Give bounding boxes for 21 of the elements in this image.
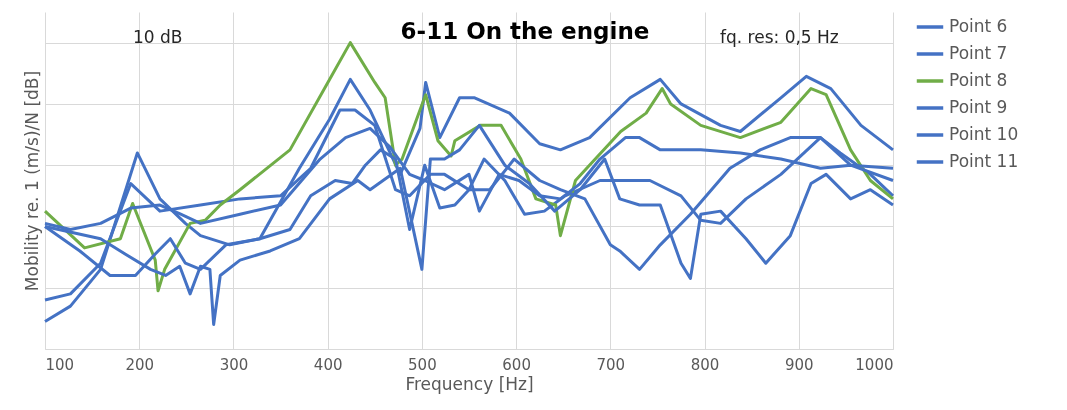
- x-tick-label: 700: [596, 355, 626, 374]
- x-tick-label: 400: [313, 355, 343, 374]
- legend-label: Point 7: [949, 43, 1008, 63]
- x-tick-label: 900: [784, 355, 814, 374]
- legend-label: Point 10: [949, 124, 1019, 144]
- x-tick-label: 500: [408, 355, 437, 374]
- annotation: 10 dB: [133, 27, 183, 47]
- x-tick-label: 300: [219, 355, 249, 374]
- x-axis-title: Frequency [Hz]: [405, 373, 534, 394]
- x-tick-label: 800: [690, 355, 720, 374]
- annotation: fq. res: 0,5 Hz: [720, 27, 839, 47]
- chart-title: 6-11 On the engine: [400, 18, 650, 44]
- legend-label: Point 6: [949, 16, 1008, 36]
- legend-label: Point 8: [949, 70, 1008, 90]
- legend-label: Point 9: [949, 97, 1008, 117]
- legend-label: Point 11: [949, 151, 1019, 171]
- x-tick-label: 100: [45, 355, 75, 374]
- x-tick-label: 600: [502, 355, 531, 374]
- y-axis-title: Mobility re. 1 (m/s)/N [dB]: [21, 70, 42, 292]
- x-tick-label: 200: [125, 355, 155, 374]
- x-tick-label: 1000: [855, 355, 894, 374]
